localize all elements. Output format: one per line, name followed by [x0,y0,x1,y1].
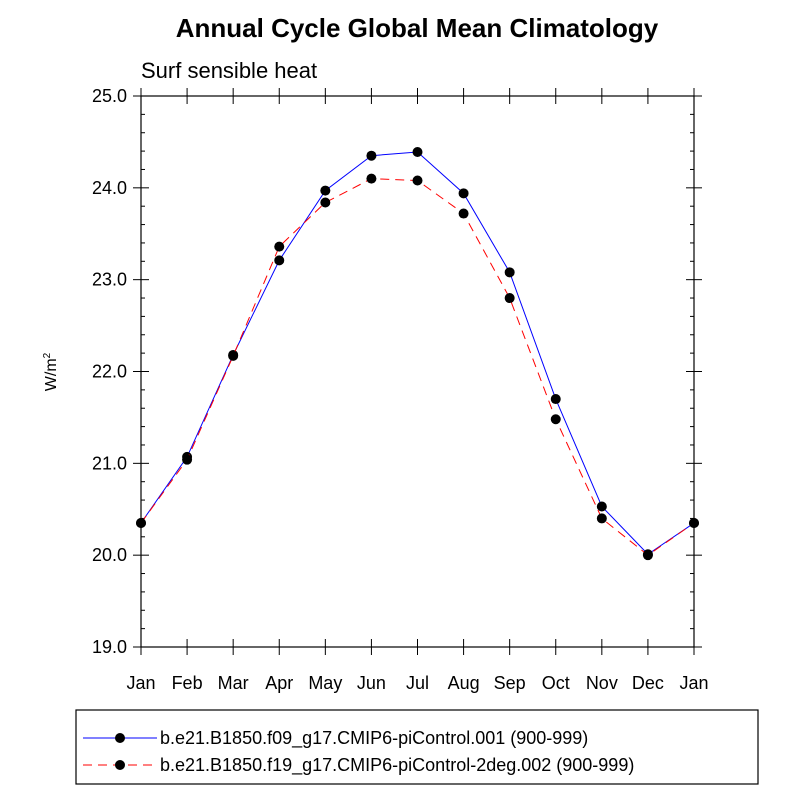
series-2-point [458,208,469,219]
series-2-point [689,518,699,529]
x-tick-label: Apr [265,673,293,693]
series-2-line [140,178,695,556]
x-tick-label: Jan [679,673,708,693]
series-1-point [550,394,561,405]
series-2-point [274,241,285,252]
series-1 [136,147,699,560]
x-axis: Jan Feb Mar Apr May Jun Jul Aug Sep Oct Nov Dec Jan [126,88,709,693]
x-tick-label: Jun [357,673,386,693]
series-1-point [366,150,377,161]
series-1-point [274,255,285,266]
chart-title: Annual Cycle Global Mean Climatology [176,13,659,43]
y-tick-label: 22.0 [92,362,127,382]
x-tick-label: Mar [218,673,249,693]
legend-items: b.e21.B1850.f09_g17.CMIP6-piControl.001 … [83,728,634,776]
x-tick-label: Jul [406,673,429,693]
legend-marker-2 [115,760,125,770]
series-1-point [320,185,331,196]
series-1-point [412,147,423,158]
y-axis-label-exponent: 2 [42,352,53,358]
legend-box [75,709,759,785]
x-tick-label: May [308,673,342,693]
series-2-point [504,293,515,304]
series-2 [136,173,699,561]
series-2-point [642,550,653,561]
chart-subtitle: Surf sensible heat [141,58,317,83]
y-axis-label-base: W/m [43,358,60,391]
y-axis-label: W/m2 [42,352,60,391]
series-1-point [596,501,607,512]
y-tick-label: 23.0 [92,270,127,290]
legend-marker-1 [115,733,125,743]
series-1-point [504,267,515,278]
y-tick-label: 20.0 [92,545,127,565]
series-2-point [366,173,377,184]
minor-ticks [141,113,694,630]
series-2-point [550,414,561,425]
series-2-point [182,454,193,465]
x-tick-label: Oct [542,673,570,693]
x-tick-label: Sep [494,673,526,693]
series-1-point [458,188,469,199]
series-2-point [412,175,423,186]
x-tick-label: Jan [126,673,155,693]
series-2-point [320,197,331,208]
series-2-point [596,513,607,524]
y-tick-label: 19.0 [92,637,127,657]
x-tick-label: Feb [172,673,203,693]
x-tick-label: Aug [448,673,480,693]
legend-label-1: b.e21.B1850.f09_g17.CMIP6-piControl.001 … [160,728,588,749]
y-tick-label: 24.0 [92,178,127,198]
x-tick-label: Nov [586,673,618,693]
y-tick-label: 25.0 [92,86,127,106]
y-axis: 19.0 20.0 21.0 22.0 23.0 24.0 25.0 [92,86,702,657]
y-tick-label: 21.0 [92,453,127,473]
legend: b.e21.B1850.f09_g17.CMIP6-piControl.001 … [75,709,759,785]
series-1-line [140,151,695,555]
series-2-point [136,518,146,529]
series-layer [136,147,699,561]
x-tick-label: Dec [632,673,664,693]
series-2-point [228,350,239,361]
legend-label-2: b.e21.B1850.f19_g17.CMIP6-piControl-2deg… [160,755,634,776]
